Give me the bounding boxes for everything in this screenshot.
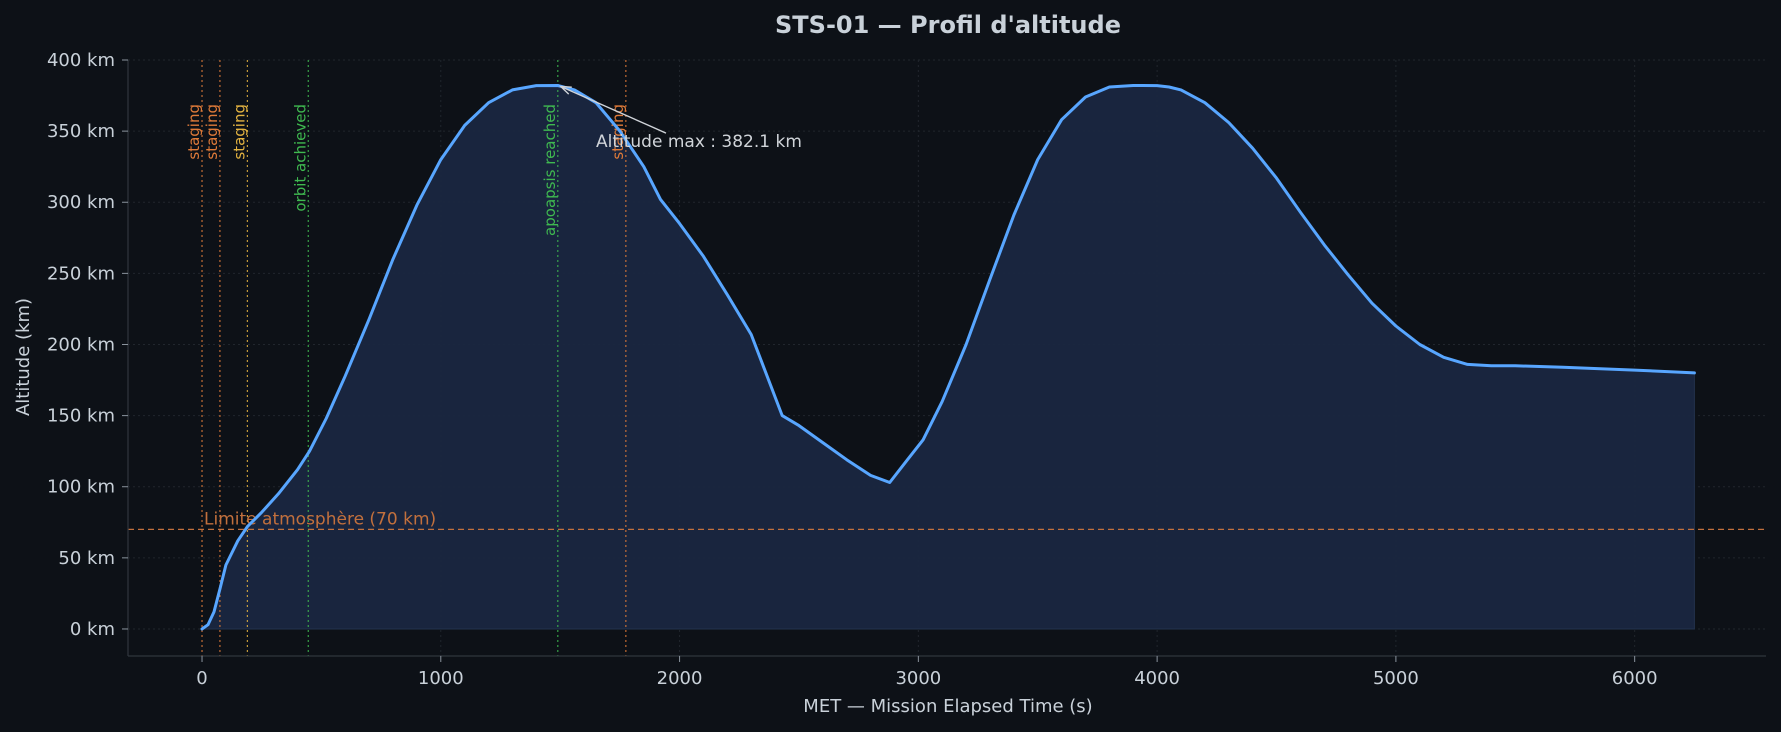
x-tick-label: 3000	[895, 668, 941, 689]
x-tick-label: 1000	[418, 668, 464, 689]
x-tick-label: 4000	[1134, 668, 1180, 689]
event-label: staging	[203, 104, 221, 160]
annotation-layer: Altitude max : 382.1 km	[558, 85, 802, 152]
event-label: staging	[230, 104, 248, 160]
altitude-line	[200, 84, 1696, 631]
y-tick-label: 100 km	[47, 477, 115, 498]
axes-layer: 0 1000 2000 3000 4000 5000 6000 0 km 50 km 100 km…	[47, 50, 1766, 689]
y-tick-label: 0 km	[70, 619, 115, 640]
y-tick-label: 350 km	[47, 121, 115, 142]
event-label: staging	[609, 104, 627, 160]
limit-layer: Limite atmosphère (70 km)	[128, 509, 1766, 531]
y-tick-label: 250 km	[47, 263, 115, 284]
x-tick-label: 5000	[1373, 668, 1419, 689]
y-tick-label: 200 km	[47, 334, 115, 355]
annotation-arrow-head	[558, 85, 572, 95]
y-tick-label: 300 km	[47, 192, 115, 213]
annotation-text: Altitude max : 382.1 km	[596, 132, 802, 152]
x-tick-label: 0	[196, 668, 207, 689]
atmosphere-limit-label: Limite atmosphère (70 km)	[204, 509, 436, 529]
y-axis-label: Altitude (km)	[13, 298, 34, 416]
annotation-arrow-line	[560, 85, 667, 134]
x-tick-label: 2000	[657, 668, 703, 689]
x-axis-label: MET — Mission Elapsed Time (s)	[803, 696, 1092, 717]
events-layer: staging staging staging orbit achieved apoap…	[185, 60, 627, 656]
y-tick-label: 50 km	[58, 548, 115, 569]
chart-title: STS-01 — Profil d'altitude	[775, 11, 1121, 39]
y-tick-label: 150 km	[47, 406, 115, 427]
event-label: staging	[185, 104, 203, 160]
x-tick-label: 6000	[1612, 668, 1658, 689]
event-label: apoapsis reached	[541, 104, 559, 236]
event-label: orbit achieved	[291, 104, 309, 212]
y-tick-label: 400 km	[47, 50, 115, 71]
line-layer	[200, 84, 1696, 631]
